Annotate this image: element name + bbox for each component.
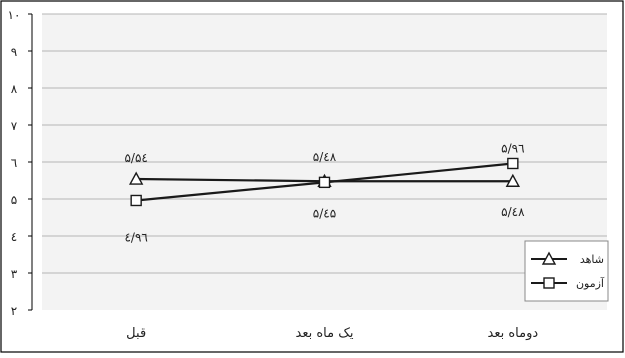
y-tick-label: ٦	[11, 156, 17, 170]
y-tick-label: ۹	[11, 45, 17, 59]
y-tick-label: ۵	[11, 193, 17, 207]
data-label: ۵/۹٦	[501, 141, 524, 155]
y-tick-label: ٤	[11, 230, 17, 244]
legend-label: شاهد	[580, 253, 604, 266]
x-tick-label: قبل	[126, 326, 146, 341]
series-2-point	[507, 157, 519, 170]
x-tick-label: دوماه بعد	[488, 326, 539, 341]
legend-marker	[541, 251, 557, 265]
x-tick-label: یک ماه بعد	[296, 326, 354, 341]
y-tick-label: ۷	[11, 119, 18, 133]
data-label: ۵/٤۸	[313, 150, 337, 164]
data-labels: ۵/۵٤ ۵/٤۸ ٤/۹٦ ۵/۹٦ ۵/٤۸ ۵/٤۵	[124, 141, 525, 244]
series-group	[128, 157, 521, 207]
y-tick-label: ۳	[11, 267, 18, 281]
data-label: ۵/٤۸	[501, 205, 525, 219]
legend-label: آزمون	[576, 276, 605, 290]
series-1-point	[128, 171, 144, 185]
y-tick-label: ۱۰	[8, 8, 21, 22]
data-label: ۵/٤۵	[313, 206, 336, 220]
data-label: ۵/۵٤	[124, 151, 147, 165]
x-axis-ticks: قبل یک ماه بعد دوماه بعد	[126, 326, 538, 341]
legend-marker	[543, 277, 555, 289]
series-2-point	[318, 176, 331, 189]
y-tick-label: ۸	[11, 82, 18, 96]
y-axis-ticks: ۲ ۳ ٤ ۵ ٦ ۷ ۸ ۹ ۱۰	[8, 8, 32, 318]
y-tick-label: ۲	[11, 304, 17, 318]
data-label: ٤/۹٦	[124, 230, 147, 244]
legend: شاهد آزمون	[524, 240, 609, 302]
series-2-point	[130, 194, 142, 207]
series-1-point	[505, 173, 521, 187]
legend-box	[524, 240, 609, 302]
